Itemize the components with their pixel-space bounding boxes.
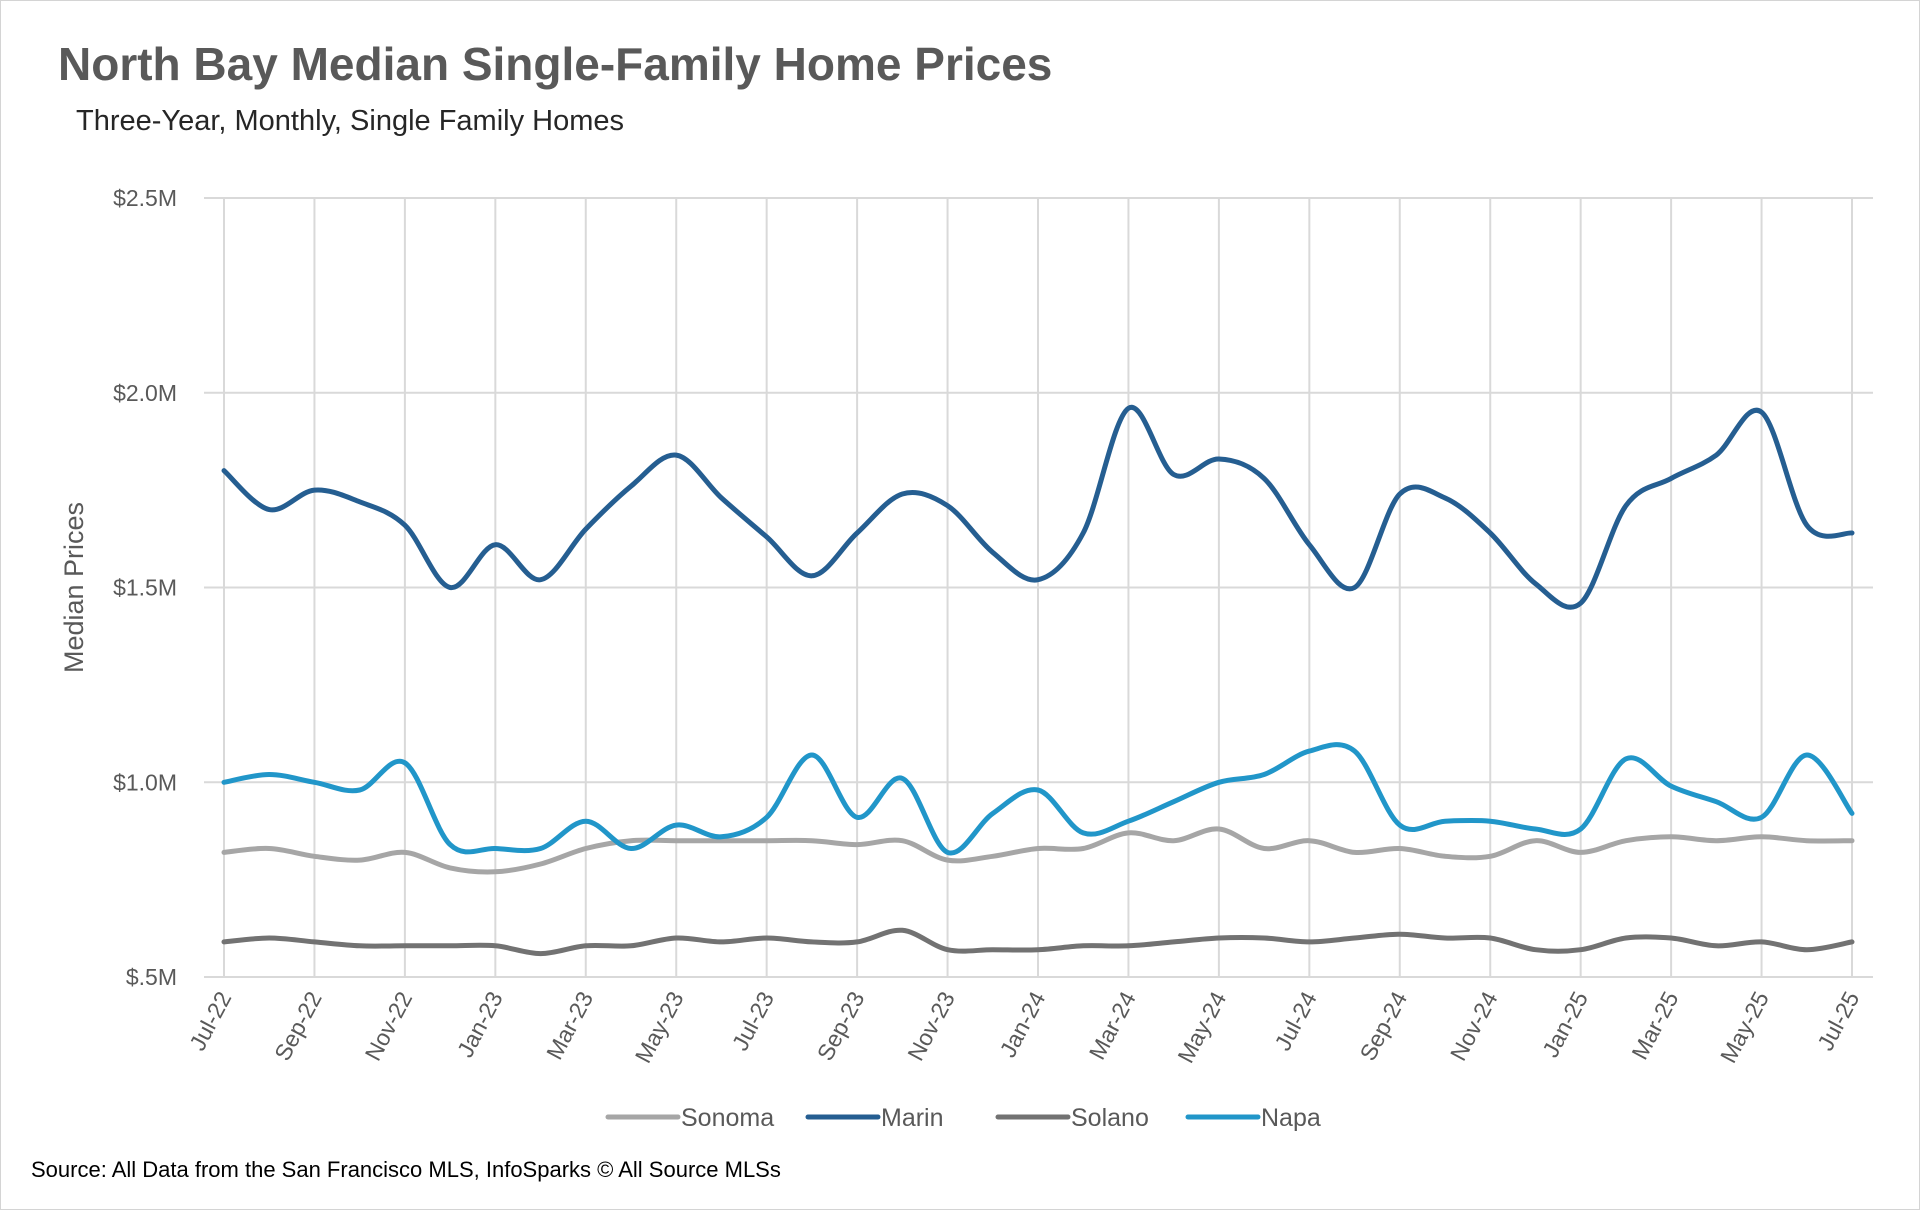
axis-labels: $.5M $1.0M $1.5M $2.0M $2.5M Jul-22 Sep-22 Nov-… (59, 185, 1864, 1067)
x-tick-label: Sep-22 (269, 987, 327, 1065)
x-tick-label: Mar-24 (1084, 987, 1141, 1064)
x-tick-label: May-25 (1715, 987, 1774, 1067)
grid-lines (204, 197, 1873, 978)
x-tick-label: Jan-23 (452, 987, 508, 1061)
y-tick-label: $1.5M (113, 575, 177, 601)
x-tick-label: Jul-23 (727, 987, 779, 1055)
x-tick-label: Mar-23 (541, 987, 598, 1064)
series-lines (221, 404, 1855, 957)
y-tick-label: $2.5M (113, 185, 177, 211)
series-line-marin (221, 404, 1855, 610)
y-tick-label: $.5M (126, 964, 177, 990)
legend-label-marin: Marin (881, 1104, 944, 1132)
x-tick-label: Sep-23 (812, 987, 870, 1065)
x-tick-label: Jan-24 (994, 987, 1050, 1061)
x-tick-label: Jul-25 (1812, 987, 1864, 1055)
x-tick-label: Sep-24 (1354, 987, 1412, 1065)
x-tick-label: May-24 (1172, 987, 1231, 1067)
x-tick-label: Jul-24 (1269, 987, 1321, 1055)
x-tick-label: Jan-25 (1537, 987, 1593, 1061)
legend-label-napa: Napa (1261, 1104, 1321, 1132)
chart-subtitle: Three-Year, Monthly, Single Family Homes (76, 105, 624, 137)
series-line-sonoma (221, 826, 1855, 875)
x-tick-label: Nov-24 (1445, 987, 1503, 1065)
source-note: Source: All Data from the San Francisco … (31, 1157, 781, 1182)
x-tick-label: Nov-22 (360, 987, 418, 1065)
series-line-solano (221, 927, 1855, 957)
chart-title: North Bay Median Single-Family Home Pric… (58, 38, 1053, 90)
x-tick-label: Mar-25 (1626, 987, 1683, 1064)
x-tick-label: Jul-22 (184, 987, 236, 1055)
y-axis-title: Median Prices (59, 502, 89, 673)
y-tick-label: $2.0M (113, 380, 177, 406)
legend-label-sonoma: Sonoma (681, 1104, 774, 1132)
y-tick-label: $1.0M (113, 769, 177, 795)
legend: Sonoma Marin Solano Napa (605, 1104, 1321, 1132)
legend-label-solano: Solano (1071, 1104, 1149, 1132)
series-line-napa (221, 742, 1855, 856)
x-tick-label: May-23 (630, 987, 689, 1067)
x-tick-label: Nov-23 (902, 987, 960, 1065)
